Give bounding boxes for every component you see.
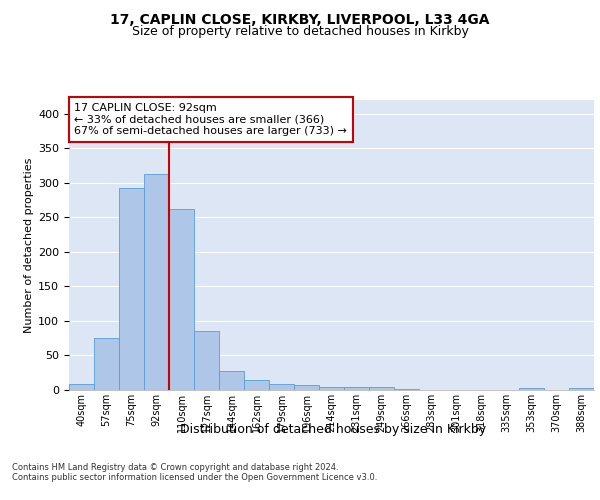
Text: Size of property relative to detached houses in Kirkby: Size of property relative to detached ho… xyxy=(131,25,469,38)
Bar xyxy=(219,372,244,390)
Bar xyxy=(119,188,144,390)
Text: Contains public sector information licensed under the Open Government Licence v3: Contains public sector information licen… xyxy=(12,474,377,482)
Bar xyxy=(369,387,394,390)
Bar xyxy=(569,388,594,390)
Bar xyxy=(269,384,294,390)
Text: Contains HM Land Registry data © Crown copyright and database right 2024.: Contains HM Land Registry data © Crown c… xyxy=(12,462,338,471)
Bar xyxy=(344,387,369,390)
Bar xyxy=(519,388,544,390)
Bar xyxy=(394,388,419,390)
Bar xyxy=(194,330,219,390)
Bar xyxy=(94,338,119,390)
Text: Distribution of detached houses by size in Kirkby: Distribution of detached houses by size … xyxy=(180,422,486,436)
Bar xyxy=(69,384,94,390)
Bar xyxy=(244,380,269,390)
Bar xyxy=(294,385,319,390)
Bar xyxy=(169,209,194,390)
Y-axis label: Number of detached properties: Number of detached properties xyxy=(24,158,34,332)
Text: 17, CAPLIN CLOSE, KIRKBY, LIVERPOOL, L33 4GA: 17, CAPLIN CLOSE, KIRKBY, LIVERPOOL, L33… xyxy=(110,12,490,26)
Bar xyxy=(144,174,169,390)
Bar xyxy=(319,387,344,390)
Text: 17 CAPLIN CLOSE: 92sqm
← 33% of detached houses are smaller (366)
67% of semi-de: 17 CAPLIN CLOSE: 92sqm ← 33% of detached… xyxy=(74,103,347,136)
